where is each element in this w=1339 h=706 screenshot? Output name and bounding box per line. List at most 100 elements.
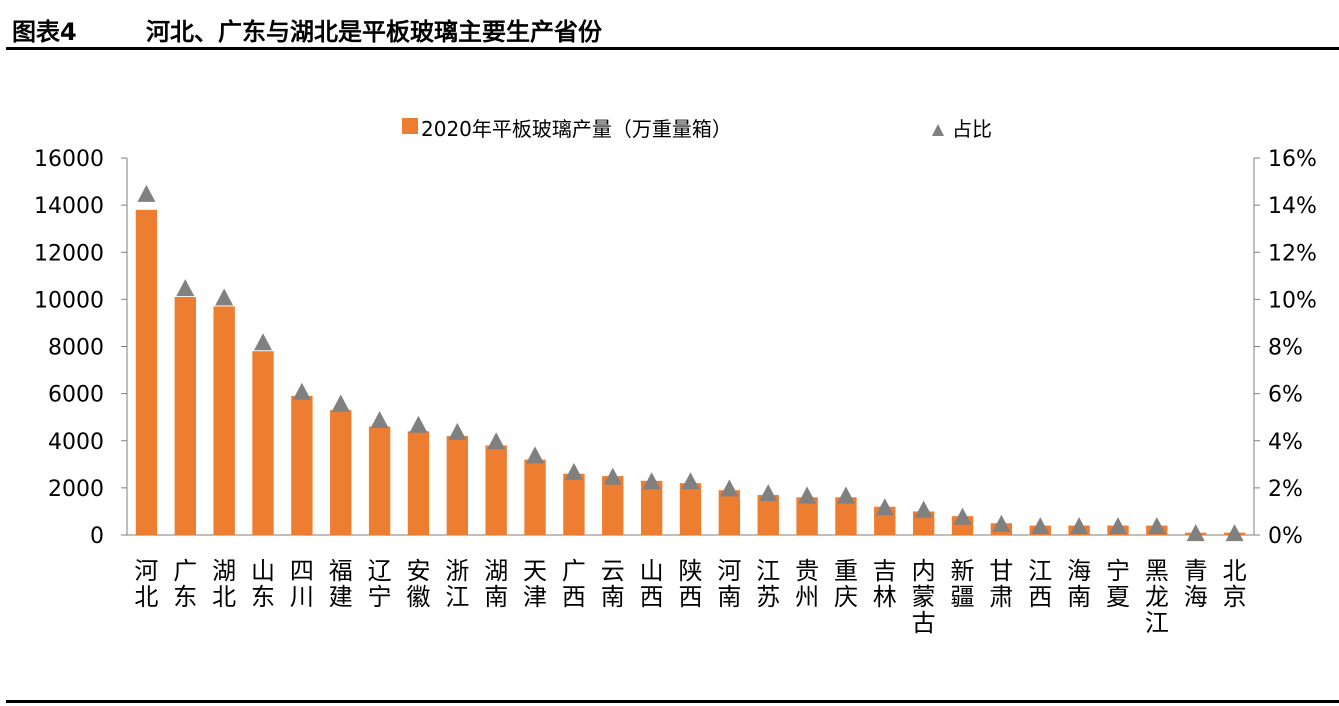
share-marker [681, 472, 700, 490]
right-tick-label: 12% [1268, 241, 1317, 266]
x-tick-label: 北京 [1223, 557, 1247, 611]
left-axis: 0 2000 4000 6000 8000 10000 12000 14000 16000 [34, 147, 1254, 549]
bar [602, 476, 624, 535]
left-tick-label: 6000 [48, 383, 104, 408]
share-marker [798, 486, 817, 504]
right-tick-label: 8% [1268, 336, 1303, 361]
bar [368, 426, 391, 535]
x-tick-label: 内蒙古 [912, 557, 936, 637]
left-tick-label: 4000 [48, 430, 104, 455]
bar [640, 480, 663, 535]
x-tick-label: 重庆 [834, 557, 858, 611]
right-tick-label: 4% [1268, 430, 1303, 455]
figure-number: 图表4 [12, 18, 77, 46]
share-marker [836, 486, 855, 504]
share-marker [1031, 517, 1050, 535]
bar [485, 445, 507, 535]
left-tick-label: 12000 [34, 241, 104, 266]
x-tick-label: 江西 [1028, 557, 1052, 611]
share-marker [759, 484, 778, 502]
share-marker [1070, 517, 1089, 535]
share-marker [603, 467, 622, 485]
share-marker [370, 411, 389, 429]
x-tick-label: 宁夏 [1106, 557, 1130, 611]
x-tick-label: 贵州 [795, 557, 819, 611]
x-tick-label: 四川 [290, 557, 314, 611]
x-tick-label: 青海 [1184, 557, 1208, 611]
bar [213, 306, 235, 535]
x-tick-label: 山西 [640, 557, 664, 611]
share-marker [642, 472, 661, 490]
x-tick-label: 吉林 [873, 557, 897, 611]
bar [446, 436, 469, 535]
right-tick-label: 0% [1268, 524, 1303, 549]
bar [835, 497, 857, 535]
x-tick-label: 云南 [601, 557, 625, 611]
x-tick-label: 甘肃 [989, 557, 1013, 611]
share-marker [487, 432, 506, 450]
left-tick-label: 10000 [34, 288, 104, 313]
bar [135, 209, 158, 535]
x-tick-label: 黑龙江 [1145, 557, 1169, 637]
share-marker [914, 500, 933, 518]
share-marker [953, 507, 972, 525]
share-marker [409, 415, 428, 433]
legend-label-bar: 2020年平板玻璃产量（万重量箱） [421, 117, 732, 141]
left-tick-label: 8000 [48, 336, 104, 361]
x-tick-label: 海南 [1067, 557, 1091, 611]
share-marker [1186, 524, 1205, 542]
share-marker [992, 514, 1011, 532]
bar [563, 473, 585, 535]
x-tick-label: 新疆 [951, 557, 975, 611]
x-tick-label: 河南 [717, 557, 741, 611]
share-series [137, 184, 1244, 542]
share-marker [215, 288, 234, 306]
legend-swatch-triangle [932, 124, 944, 136]
bar [330, 410, 352, 535]
left-tick-label: 16000 [34, 147, 104, 172]
bar [291, 395, 313, 535]
x-tick-label: 江苏 [756, 557, 780, 611]
left-tick-label: 14000 [34, 194, 104, 219]
x-tick-label: 湖南 [484, 557, 508, 611]
share-marker [564, 462, 583, 480]
x-tick-label: 广东 [173, 557, 197, 611]
bar [796, 497, 818, 535]
bar [524, 459, 546, 535]
x-tick-label: 辽宁 [368, 557, 392, 611]
share-marker [292, 382, 311, 400]
chart-legend: 2020年平板玻璃产量（万重量箱） 占比 [402, 117, 992, 141]
bar [252, 351, 274, 535]
share-marker [1108, 517, 1127, 535]
x-tick-label: 浙江 [445, 557, 469, 611]
x-tick-label: 山东 [251, 557, 275, 611]
x-tick-label: 安徽 [406, 557, 430, 611]
right-tick-label: 14% [1268, 194, 1317, 219]
figure-header: 图表4 河北、广东与湖北是平板玻璃主要生产省份 [0, 0, 1339, 50]
bar [174, 297, 196, 535]
share-marker [526, 446, 545, 464]
figure-title: 河北、广东与湖北是平板玻璃主要生产省份 [146, 18, 602, 46]
right-tick-label: 6% [1268, 383, 1303, 408]
legend-swatch-bar [402, 118, 418, 134]
right-tick-label: 10% [1268, 288, 1317, 313]
x-tick-label: 湖北 [212, 557, 236, 611]
x-axis-labels: 河北广东湖北山东四川福建辽宁安徽浙江湖南天津广西云南山西陕西河南江苏贵州重庆吉林… [134, 557, 1246, 637]
x-tick-label: 广西 [562, 557, 586, 611]
left-tick-label: 2000 [48, 477, 104, 502]
legend-label-share: 占比 [952, 117, 992, 141]
left-tick-label: 0 [90, 524, 104, 549]
top-divider [6, 47, 1339, 50]
bottom-divider [6, 700, 1339, 703]
bar-series [135, 209, 1246, 535]
bar [757, 494, 779, 535]
x-tick-label: 陕西 [679, 557, 703, 611]
share-marker [875, 498, 894, 516]
share-marker [1147, 517, 1166, 535]
bar [407, 431, 430, 535]
x-tick-label: 河北 [134, 557, 158, 611]
share-marker [720, 479, 739, 497]
share-marker [1225, 524, 1244, 542]
x-tick-label: 天津 [523, 557, 547, 611]
